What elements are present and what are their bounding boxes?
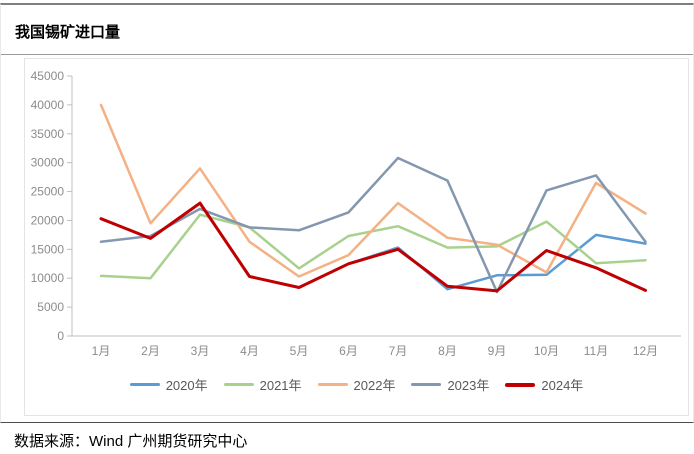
x-tick-label: 6月 — [339, 344, 358, 358]
x-tick-label: 8月 — [438, 344, 457, 358]
y-tick-label: 25000 — [31, 185, 65, 199]
page-title: 我国锡矿进口量 — [1, 5, 693, 55]
y-tick-label: 5000 — [37, 300, 64, 314]
x-tick-label: 2月 — [141, 344, 160, 358]
series-line-2024 — [99, 201, 647, 293]
y-tick-label: 10000 — [31, 271, 65, 285]
legend-swatch — [129, 383, 160, 386]
legend-label: 2021年 — [259, 378, 302, 393]
legend-label: 2023年 — [447, 378, 490, 393]
x-tick-label: 5月 — [290, 344, 309, 358]
legend-item-2020: 2020年 — [129, 375, 208, 394]
x-tick-label: 9月 — [488, 344, 507, 358]
legend-swatch — [223, 383, 254, 386]
x-tick-label: 3月 — [191, 344, 210, 358]
y-tick-label: 15000 — [31, 242, 65, 256]
legend-swatch — [411, 383, 442, 386]
series-line-2023 — [99, 156, 647, 294]
x-tick-label: 11月 — [584, 344, 608, 358]
series-line-2021 — [99, 213, 647, 280]
y-tick-label: 45000 — [31, 69, 65, 83]
chart-frame: 0 5000 10000 15000 20000 25000 30000 35000 40000… — [24, 58, 689, 416]
x-tick-label: 10月 — [534, 344, 559, 358]
data-source-text: 数据来源：Wind 广州期货研究中心 — [14, 433, 248, 450]
y-tick-label: 0 — [57, 329, 64, 343]
x-tick-label: 4月 — [240, 344, 259, 358]
legend-swatch — [505, 382, 536, 387]
legend-label: 2022年 — [353, 378, 396, 393]
legend-label: 2024年 — [541, 378, 584, 393]
x-tick-label: 1月 — [92, 344, 111, 358]
report-section: 我国锡矿进口量 0 5000 10000 15000 20000 25000 30000 35… — [0, 3, 694, 423]
chart-legend: 2020年 2021年 2022年 2023年 2024年 — [25, 375, 688, 394]
legend-item-2021: 2021年 — [223, 375, 302, 394]
series-line-2022 — [99, 103, 647, 278]
y-tick-label: 30000 — [31, 156, 65, 170]
legend-swatch — [317, 383, 348, 386]
legend-item-2022: 2022年 — [317, 375, 396, 394]
y-tick-label: 35000 — [31, 127, 65, 141]
legend-item-2024: 2024年 — [505, 375, 583, 394]
legend-label: 2020年 — [165, 378, 208, 393]
x-tick-label: 12月 — [633, 344, 658, 358]
y-tick-label: 20000 — [31, 213, 65, 227]
y-tick-label: 40000 — [31, 98, 65, 112]
legend-item-2023: 2023年 — [411, 375, 489, 394]
x-tick-label: 7月 — [389, 344, 408, 358]
chart-canvas: 0 5000 10000 15000 20000 25000 30000 35000 40000… — [31, 69, 681, 358]
